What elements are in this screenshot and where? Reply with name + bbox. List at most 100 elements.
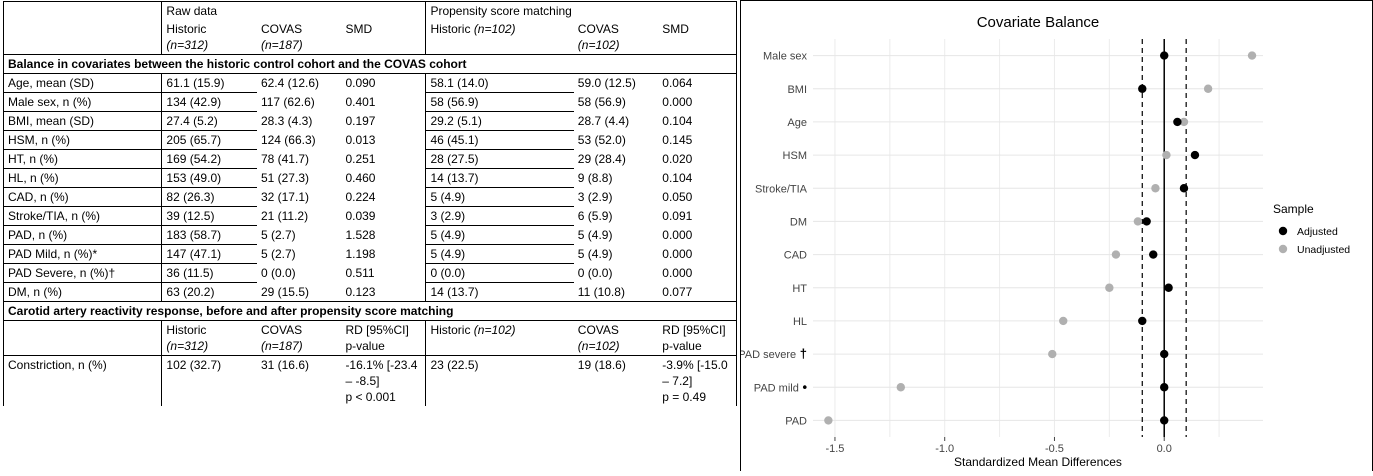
col2-psm-covas: COVAS (n=102) — [573, 320, 659, 356]
cell-pad-raw-historic: 183 (58.7) — [161, 225, 257, 245]
y-tick-label-text: PAD severe — [741, 349, 796, 361]
point-adjusted — [1160, 51, 1169, 60]
y-tick-label: Stroke/TIA — [755, 183, 808, 195]
data-table-panel: Raw data Propensity score matching Histo… — [2, 1, 738, 406]
legend-title: Sample — [1273, 202, 1314, 216]
legend-label-adjusted: Adjusted — [1297, 226, 1338, 238]
cell-hsm-raw-smd: 0.013 — [345, 132, 376, 147]
y-tick-label-text: HL — [793, 316, 807, 328]
table-row: HL, n (%) 153 (49.0) 51 (27.3) 0.460 14 (13.… — [2, 168, 738, 188]
table-row: CAD, n (%) 82 (26.3) 32 (17.1) 0.224 5 (4.9)… — [2, 187, 738, 207]
section-row-reactivity: Carotid artery reactivity response, befo… — [3, 301, 737, 321]
cell-hsm-psm-smd: 0.145 — [658, 130, 738, 150]
point-unadjusted — [1048, 349, 1057, 359]
cell-pad-mild-psm-historic: 5 (4.9) — [425, 244, 574, 264]
table-row: PAD Mild, n (%)* 147 (47.1) 5 (2.7) 1.198 5 … — [2, 244, 738, 264]
point-adjusted — [1164, 283, 1173, 292]
cell-age-psm-smd: 0.064 — [658, 73, 738, 93]
cell-bmi-label: BMI, mean (SD) — [2, 111, 162, 131]
outcome-label: Constriction, n (%) — [2, 355, 162, 406]
cell-bmi-psm-covas: 28.7 (4.4) — [577, 113, 630, 128]
cell-pad-severe-raw-historic: 36 (11.5) — [161, 263, 257, 283]
y-tick-label: Male sex — [763, 51, 808, 63]
section-title-balance: Balance in covariates between the histor… — [3, 54, 737, 74]
cell-age-label: Age, mean (SD) — [2, 73, 162, 93]
cell-hl-psm-historic: 14 (13.7) — [425, 168, 574, 188]
cell-pad-severe-raw-covas: 0 (0.0) — [260, 265, 296, 280]
cell-hl-psm-smd: 0.104 — [658, 168, 738, 188]
col-raw-smd: SMD — [345, 22, 373, 36]
cell-cad-label: CAD, n (%) — [2, 187, 162, 207]
cell-dm-psm-smd: 0.077 — [658, 282, 738, 302]
table-row: Male sex, n (%) 134 (42.9) 117 (62.6) 0.401… — [2, 92, 738, 112]
y-tick-label: PAD mild • — [754, 379, 808, 394]
cell-male-sex-raw-historic: 134 (42.9) — [161, 92, 257, 112]
table-row: PAD Severe, n (%)† 36 (11.5) 0 (0.0) 0.511 0… — [2, 263, 738, 283]
col2-raw-historic: Historic (n=312) — [161, 320, 257, 356]
cell-stroke-tia-psm-covas: 6 (5.9) — [577, 208, 613, 223]
col-psm-historic: Historic (n=102) — [425, 20, 574, 55]
point-adjusted — [1138, 84, 1147, 93]
point-adjusted — [1142, 217, 1151, 226]
y-tick-label-text: PAD — [785, 415, 807, 427]
cell-pad-mild-raw-historic: 147 (47.1) — [161, 244, 257, 264]
y-tick-label: BMI — [787, 84, 807, 96]
cell-pad-raw-smd: 1.528 — [345, 227, 376, 242]
cell-bmi-raw-smd: 0.197 — [345, 113, 376, 128]
y-tick-label: HSM — [783, 150, 807, 162]
outcome-raw-historic: 102 (32.7) — [161, 355, 257, 406]
table-row: Age, mean (SD) 61.1 (15.9) 62.4 (12.6) 0.09… — [2, 73, 738, 93]
y-tick-label-text: PAD mild — [754, 382, 799, 394]
cell-pad-psm-historic: 5 (4.9) — [425, 225, 574, 245]
legend-label-unadjusted: Unadjusted — [1297, 244, 1350, 256]
cell-pad-raw-covas: 5 (2.7) — [260, 227, 296, 242]
table-row: HSM, n (%) 205 (65.7) 124 (66.3) 0.013 46 (4… — [2, 130, 738, 150]
point-unadjusted — [1203, 84, 1213, 93]
group-header-row: Raw data Propensity score matching — [2, 1, 737, 20]
col2-raw-covas: COVAS (n=187) — [256, 320, 342, 356]
cell-age-psm-covas: 59.0 (12.5) — [577, 76, 636, 90]
cell-pad-severe-psm-smd: 0.000 — [658, 263, 738, 283]
point-adjusted — [1160, 383, 1169, 392]
cell-male-sex-raw-covas: 117 (62.6) — [260, 94, 315, 109]
point-unadjusted — [1105, 283, 1114, 292]
cell-stroke-tia-psm-smd: 0.091 — [658, 206, 738, 226]
y-tick-label-text: Male sex — [763, 51, 808, 63]
section-title-reactivity: Carotid artery reactivity response, befo… — [3, 301, 737, 321]
cell-bmi-raw-historic: 27.4 (5.2) — [161, 111, 257, 131]
cell-male-sex-psm-smd: 0.000 — [658, 92, 738, 112]
outcome-raw-rd: -16.1% [-23.4– -8.5] p < 0.001 — [345, 358, 418, 404]
cell-pad-severe-psm-historic: 0 (0.0) — [425, 263, 574, 283]
covariate-table: Raw data Propensity score matching Histo… — [2, 1, 738, 406]
cell-pad-label: PAD, n (%) — [2, 225, 162, 245]
x-tick-label: -1.0 — [935, 443, 954, 455]
x-tick-label: -0.5 — [1045, 443, 1064, 455]
y-tick-label: HT — [792, 283, 807, 295]
cell-hsm-raw-historic: 205 (65.7) — [161, 130, 257, 150]
cell-hl-raw-historic: 153 (49.0) — [161, 168, 257, 188]
y-tick-label: DM — [790, 216, 807, 228]
x-tick-label: -1.5 — [825, 443, 844, 455]
cell-cad-psm-historic: 5 (4.9) — [425, 187, 574, 207]
y-tick-label-mark: • — [799, 379, 808, 394]
cell-hsm-label: HSM, n (%) — [2, 130, 162, 150]
y-tick-label: PAD — [785, 415, 807, 427]
point-unadjusted — [896, 383, 906, 392]
cell-stroke-tia-raw-covas: 21 (11.2) — [260, 208, 309, 223]
point-unadjusted — [1151, 184, 1160, 193]
cell-dm-psm-covas: 11 (10.8) — [577, 284, 625, 299]
cell-age-raw-smd: 0.090 — [345, 76, 376, 90]
point-unadjusted — [1247, 51, 1257, 60]
col-raw-historic: Historic (n=312) — [161, 20, 257, 55]
cell-dm-label: DM, n (%) — [2, 282, 162, 302]
cell-pad-severe-label: PAD Severe, n (%)† — [2, 263, 162, 283]
col-psm-covas: COVAS (n=102) — [577, 22, 620, 52]
y-tick-label-text: Age — [787, 117, 807, 129]
col2-psm-rd: RD [95%CI] p-value — [658, 320, 738, 356]
point-adjusted — [1190, 150, 1200, 160]
cell-stroke-tia-raw-historic: 39 (12.5) — [161, 206, 257, 226]
cell-pad-psm-smd: 0.000 — [658, 225, 738, 245]
outcome-header-row: Historic (n=312) COVAS (n=187) RD [95%CI] p… — [2, 320, 738, 356]
cell-pad-mild-psm-covas: 5 (4.9) — [577, 246, 613, 261]
cell-age-psm-historic: 58.1 (14.0) — [425, 73, 574, 93]
